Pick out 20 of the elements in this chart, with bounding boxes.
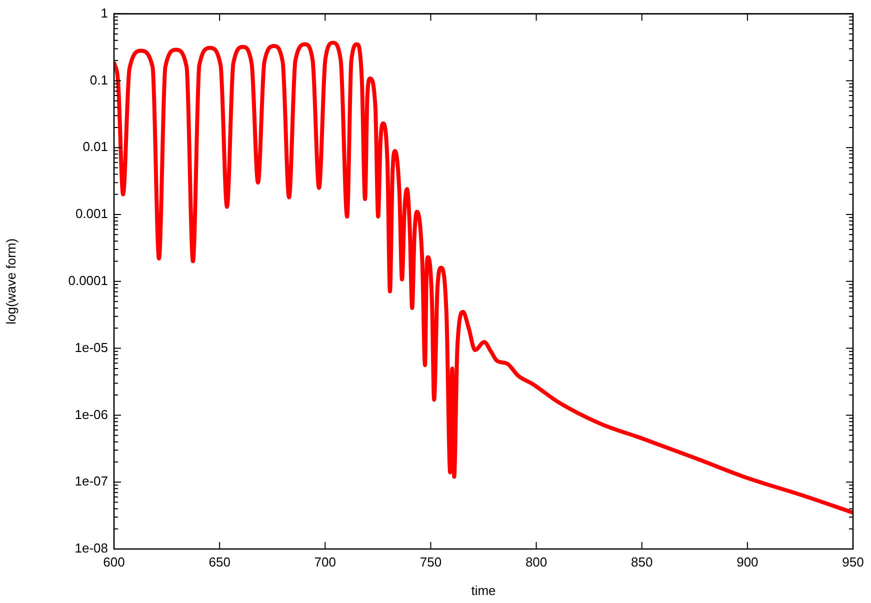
- y-tick-label: 1e-07: [74, 474, 108, 489]
- x-tick-label: 850: [631, 554, 653, 570]
- y-tick-label: 0.001: [75, 206, 108, 222]
- y-tick-label: 0.01: [82, 139, 108, 154]
- y-tick-label: 1e-06: [74, 406, 108, 422]
- y-tick-label: 0.0001: [68, 272, 108, 288]
- x-tick-label: 650: [208, 554, 230, 570]
- y-tick-label: 1e-05: [74, 340, 108, 355]
- x-tick-label: 900: [736, 554, 758, 570]
- x-axis-title: time: [471, 582, 496, 598]
- y-tick-label: 1e-08: [74, 540, 108, 556]
- y-axis-title: log(wave form): [3, 238, 18, 324]
- y-tick-label: 0.1: [90, 72, 108, 88]
- x-tick-label: 700: [314, 554, 336, 570]
- y-tick-label: 1: [100, 5, 108, 20]
- x-tick-label: 600: [103, 554, 125, 570]
- x-tick-label: 800: [525, 554, 548, 570]
- x-tick-label: 950: [842, 554, 864, 570]
- line-series: [114, 40, 853, 515]
- x-tick-label: 750: [420, 554, 442, 570]
